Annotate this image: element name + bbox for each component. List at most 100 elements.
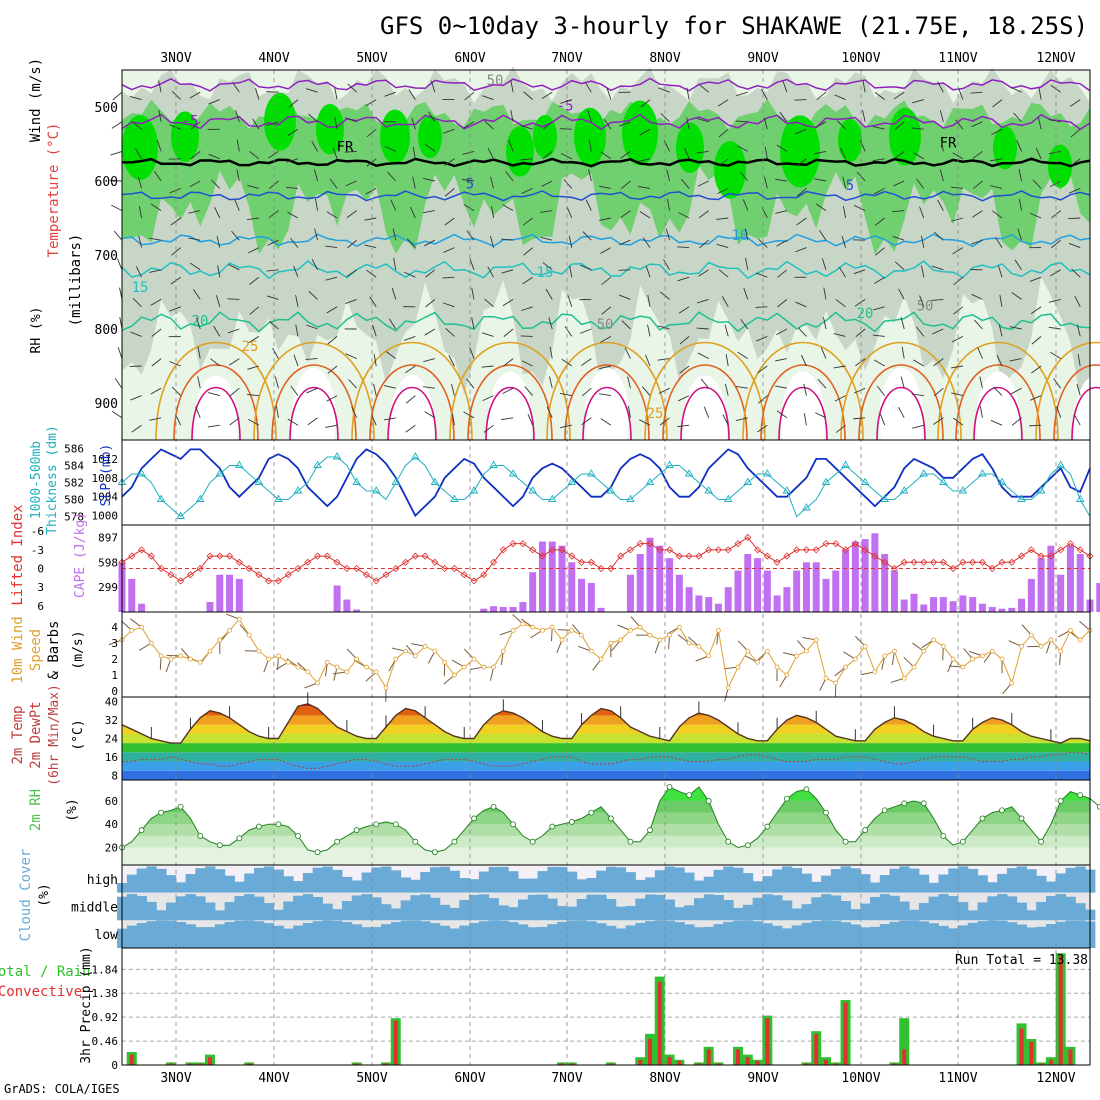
cloud-cell xyxy=(351,880,363,893)
cape-bar xyxy=(783,587,791,612)
precip-conv-bar xyxy=(168,1063,173,1065)
cloud-cell xyxy=(664,899,675,921)
li-marker xyxy=(147,552,155,560)
label-total-rain: Total / Rain xyxy=(0,964,91,980)
date-label-bottom: 5NOV xyxy=(356,1071,387,1086)
wind-barb xyxy=(679,336,690,345)
li-marker xyxy=(900,558,908,566)
li-marker xyxy=(245,564,253,573)
wind-barb xyxy=(412,146,416,159)
cloud-cell xyxy=(439,904,451,921)
wind10-marker xyxy=(882,653,888,659)
li-marker xyxy=(421,552,429,560)
wind-barb xyxy=(1070,99,1081,107)
wind-barb xyxy=(229,358,240,366)
wind-barb xyxy=(169,361,181,367)
cloud-cell xyxy=(811,897,822,921)
thickness-marker xyxy=(528,486,537,494)
li-marker xyxy=(920,558,928,566)
thickness-marker xyxy=(469,486,479,494)
wind10-marker xyxy=(735,664,741,670)
wind-barb xyxy=(620,180,631,190)
wind-barb xyxy=(193,289,201,300)
cloud-cell xyxy=(674,922,685,948)
contour-label: FR xyxy=(940,136,957,152)
wind10-marker xyxy=(872,669,878,675)
wind-barb xyxy=(149,269,162,273)
precip-tick: 0.46 xyxy=(92,1035,119,1048)
rh2m-tick: 20 xyxy=(105,842,118,855)
thickness-marker xyxy=(684,469,694,477)
temp2m-tick: 8 xyxy=(111,769,118,782)
cloud-cell xyxy=(606,866,617,893)
wind-barb xyxy=(410,206,416,219)
wind-barb xyxy=(639,211,651,219)
rh2m-marker xyxy=(803,786,810,793)
cape-bar xyxy=(959,595,967,612)
precip-conv-bar xyxy=(384,1063,388,1065)
wind-barb xyxy=(236,139,240,152)
wind-barb xyxy=(776,239,788,247)
wind-barb xyxy=(464,91,475,101)
wind-barb xyxy=(803,413,807,426)
cloud-cell xyxy=(488,920,499,948)
contour-label: 15 xyxy=(132,280,149,296)
cape-bar xyxy=(773,595,781,612)
wind-barb xyxy=(697,352,709,359)
label-convective: Convective xyxy=(0,984,82,1000)
thickness-marker xyxy=(821,477,831,485)
cape-bar xyxy=(871,533,879,612)
cloud-cell xyxy=(400,900,411,921)
temp-contour-diurnal xyxy=(760,364,846,441)
cloud-cell xyxy=(205,866,216,893)
cloud-cell xyxy=(498,920,509,948)
wind10-marker xyxy=(178,653,184,659)
temp-contour-diurnal xyxy=(876,386,926,441)
temp-band xyxy=(122,706,1090,716)
li-marker xyxy=(969,558,977,566)
precip-conv-bar xyxy=(1058,955,1063,1065)
temp-contour-diurnal xyxy=(369,364,455,441)
wind-barb xyxy=(406,238,416,248)
rh2m-marker xyxy=(490,803,497,810)
precip-conv-bar xyxy=(706,1049,711,1065)
contour-label: 50 xyxy=(487,73,504,89)
wind-barb xyxy=(214,206,221,219)
wind-barb xyxy=(384,146,396,152)
upper-ytick: 800 xyxy=(95,323,118,338)
wind-barb xyxy=(743,287,749,300)
wind-barb xyxy=(697,298,709,304)
cloud-cell xyxy=(782,928,793,948)
cloud-cell xyxy=(322,866,333,893)
wind-barb xyxy=(444,217,455,226)
wind-barb xyxy=(686,117,690,130)
precip-conv-bar xyxy=(843,1002,848,1065)
wind-barb xyxy=(150,299,162,306)
cape-bar xyxy=(480,608,488,612)
wind-barb xyxy=(696,150,709,154)
cloud-cell xyxy=(283,901,294,921)
wind-barb xyxy=(998,265,1003,278)
cape-bar xyxy=(128,578,136,612)
label-wind-units: (m/s) xyxy=(71,630,86,669)
cloud-cell xyxy=(332,920,343,948)
wind-barb xyxy=(190,151,201,160)
cape-bar xyxy=(656,545,664,612)
cape-bar xyxy=(636,554,644,612)
wind-barb xyxy=(599,217,611,221)
wind-barb xyxy=(169,124,181,130)
wind-barb xyxy=(1070,128,1081,138)
li-marker xyxy=(851,540,859,548)
wind-barb xyxy=(700,378,710,389)
wind-barb xyxy=(972,151,983,159)
temp-contour-diurnal xyxy=(973,386,1023,441)
wind-barb xyxy=(564,326,573,337)
wind-barb xyxy=(549,346,553,359)
li-marker xyxy=(607,564,615,573)
wind-barb xyxy=(855,358,866,367)
wind-barb xyxy=(1068,243,1081,249)
precip-tick: 1.38 xyxy=(92,987,119,1000)
wind-barb xyxy=(952,247,964,255)
cloud-cell xyxy=(782,866,793,893)
cloud-cell xyxy=(889,868,900,893)
